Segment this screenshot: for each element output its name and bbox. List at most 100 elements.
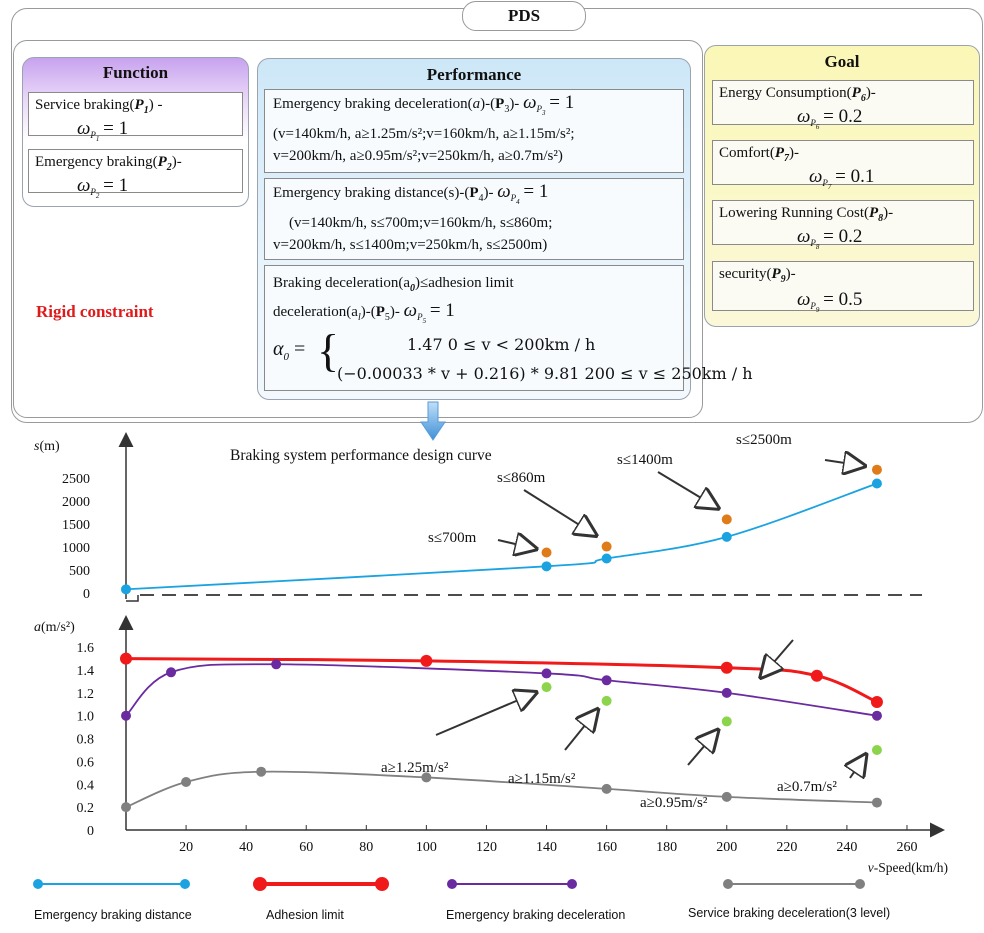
x-tick-label: 240 (836, 840, 857, 855)
axis-break-mark (126, 595, 139, 602)
x-tick-label: 120 (476, 840, 497, 855)
data-point-adhesion-limit (420, 654, 433, 667)
data-point-bottom-requirement-3 (541, 682, 552, 693)
annotation-arrow (657, 471, 717, 507)
data-point-emergency-braking-deceleration (721, 687, 732, 698)
data-point-emergency-braking-deceleration (871, 710, 882, 721)
data-point-emergency-braking-distance (721, 531, 732, 542)
x-tick-label: 80 (359, 840, 373, 855)
data-point-service-braking-deceleration-3-level (121, 802, 131, 813)
top-y-axis-label: s(m) (34, 439, 60, 454)
bottom-y-tick-label: 1.6 (77, 641, 95, 656)
bottom-y-tick-label: 0 (87, 824, 94, 839)
legend-label-emergency-braking-distance: Emergency braking distance (34, 908, 192, 922)
x-tick-label: 100 (416, 840, 437, 855)
x-tick-label: 180 (656, 840, 677, 855)
legend-label-emergency-braking-deceleration: Emergency braking deceleration (446, 908, 626, 922)
data-point-emergency-braking-deceleration (601, 675, 612, 686)
data-point-top-requirement-1 (541, 547, 552, 558)
bottom-y-tick-label: 0.4 (77, 778, 95, 793)
performance-p3-box: Emergency braking deceleration(a)-(P3)- … (264, 89, 684, 173)
formula-lhs: α0 = (273, 338, 306, 363)
data-point-emergency-braking-distance (871, 478, 882, 489)
annotation-label: a≥1.15m/s² (508, 771, 576, 787)
goal-item-energy: Energy Consumption(P6)- ωP6 = 0.2 (712, 80, 974, 131)
annotation-label: a≥0.7m/s² (777, 779, 837, 795)
annotation-arrow (497, 540, 535, 549)
data-point-top-requirement-1 (601, 541, 612, 552)
goal-item-comfort: Comfort(P7)- ωP7 = 0.1 (712, 140, 974, 191)
data-point-adhesion-limit (810, 669, 823, 682)
formula-brace: { (317, 325, 340, 376)
data-point-service-braking-deceleration-3-level (421, 772, 432, 783)
legend-line-emergency-braking-deceleration (447, 879, 577, 889)
annotation-label: s≤860m (497, 470, 546, 486)
braking-performance-chart: Braking system performance design curve s… (34, 432, 948, 875)
data-point-emergency-braking-distance (601, 553, 612, 564)
x-tick-label: 220 (776, 840, 797, 855)
annotation-label: s≤700m (428, 530, 477, 546)
annotation-arrow (523, 489, 595, 535)
pds-title: PDS (462, 1, 586, 31)
x-tick-label: 160 (596, 840, 617, 855)
top-y-tick-label: 2500 (62, 472, 90, 487)
legend-line-service-braking-deceleration (723, 879, 865, 889)
x-axis-label: v-Speed(km/h) (868, 860, 948, 875)
adhesion-limit-pointer-arrow (762, 639, 794, 676)
goal-item-running-cost: Lowering Running Cost(P8)- ωP8 = 0.2 (712, 200, 974, 251)
data-point-top-requirement-1 (871, 464, 882, 475)
formula-case-1: 1.47 0 ≤ v < 200km / h (407, 335, 596, 354)
function-item-emergency-braking: Emergency braking(P2)- ωP2 = 1 (28, 149, 243, 200)
goal-item-security: security(P9)- ωP9 = 0.5 (712, 261, 974, 314)
top-y-tick-label: 1000 (62, 541, 90, 556)
annotation-label: a≥1.25m/s² (381, 760, 449, 776)
flow-down-arrow (420, 401, 446, 441)
bottom-y-tick-label: 1.0 (77, 710, 95, 725)
data-point-adhesion-limit (120, 652, 132, 665)
bottom-y-tick-label: 1.4 (77, 664, 95, 679)
goal-title: Goal (824, 52, 860, 71)
data-point-emergency-braking-distance (541, 561, 552, 572)
series-line-service-braking-deceleration-3-level (125, 770, 877, 808)
top-y-tick-label: 0 (83, 587, 90, 602)
annotation-arrow (564, 711, 597, 751)
x-tick-label: 140 (536, 840, 557, 855)
x-tick-label: 60 (299, 840, 313, 855)
bottom-y-tick-label: 0.8 (77, 733, 95, 748)
data-point-emergency-braking-deceleration (541, 668, 552, 679)
annotation-arrow (850, 756, 865, 778)
x-tick-label: 20 (179, 840, 193, 855)
top-y-tick-label: 500 (69, 564, 90, 579)
performance-p4-box: Emergency braking distance(s)-(P4)- ωP4 … (264, 178, 684, 260)
data-point-service-braking-deceleration-3-level (601, 783, 612, 794)
annotation-arrow (435, 693, 535, 736)
x-tick-label: 200 (716, 840, 737, 855)
bottom-y-tick-label: 0.2 (77, 801, 95, 816)
data-point-bottom-requirement-3 (871, 745, 882, 755)
legend-label-service-braking-deceleration: Service braking deceleration(3 level) (688, 906, 891, 920)
rigid-constraint-label: Rigid constraint (36, 302, 154, 321)
annotation-label: s≤2500m (736, 432, 792, 448)
x-tick-label: 40 (239, 840, 253, 855)
data-point-emergency-braking-deceleration (166, 667, 177, 678)
chart-legend: Emergency braking distance Adhesion limi… (0, 866, 984, 933)
data-point-emergency-braking-deceleration (271, 659, 282, 670)
series-line-emergency-braking-distance (125, 482, 878, 591)
data-point-service-braking-deceleration-3-level (721, 791, 732, 802)
formula-case-2: (−0.00033 * v + 0.216) * 9.81 200 ≤ v ≤ … (337, 364, 753, 383)
data-point-bottom-requirement-3 (601, 695, 612, 706)
data-point-service-braking-deceleration-3-level (181, 777, 192, 787)
data-point-emergency-braking-distance (121, 584, 131, 595)
top-y-tick-label: 1500 (62, 518, 90, 533)
chart-title: Braking system performance design curve (230, 447, 492, 464)
function-title: Function (102, 63, 169, 82)
bottom-y-tick-label: 0.6 (77, 755, 95, 770)
data-point-adhesion-limit (720, 661, 733, 674)
bottom-y-axis-label: a(m/s²) (34, 620, 75, 635)
annotation-arrow (687, 731, 717, 766)
data-point-emergency-braking-deceleration (121, 710, 131, 721)
top-y-tick-label: 2000 (62, 495, 90, 510)
data-point-service-braking-deceleration-3-level (256, 766, 267, 777)
annotation-label: a≥0.95m/s² (640, 795, 708, 811)
bottom-y-tick-label: 1.2 (77, 687, 95, 702)
